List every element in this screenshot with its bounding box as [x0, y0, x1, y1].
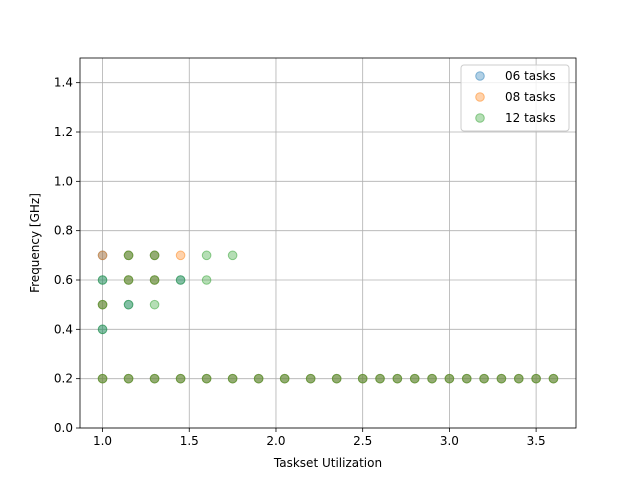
x-axis-label: Taskset Utilization	[273, 456, 382, 470]
data-point	[279, 373, 290, 384]
x-tick-label: 3.5	[527, 434, 546, 448]
data-point	[305, 373, 316, 384]
data-point	[496, 373, 507, 384]
y-tick-label: 0.6	[54, 273, 73, 287]
data-point	[201, 250, 212, 261]
data-point	[253, 373, 264, 384]
legend: 06 tasks 08 tasks 12 tasks	[460, 64, 570, 132]
data-point	[227, 250, 238, 261]
data-point	[149, 275, 160, 285]
legend-marker	[475, 92, 485, 102]
y-tick-label: 0.4	[54, 322, 73, 336]
data-point	[409, 373, 420, 384]
legend-marker	[475, 71, 485, 81]
data-point	[97, 250, 108, 261]
data-point	[149, 373, 160, 384]
y-tick-label: 0.8	[54, 224, 73, 238]
data-point	[331, 373, 342, 384]
y-axis-label: Frequency [GHz]	[28, 193, 42, 293]
legend-label: 08 tasks	[505, 90, 556, 104]
data-point	[97, 373, 108, 384]
y-tick-label: 1.0	[54, 174, 73, 188]
data-point	[123, 250, 134, 261]
x-tick-label: 3.0	[440, 434, 459, 448]
data-point	[427, 373, 437, 384]
x-tick-label: 1.5	[180, 434, 199, 448]
data-point	[97, 324, 108, 335]
data-point	[461, 373, 472, 384]
x-tick-label: 2.0	[266, 434, 285, 448]
data-point	[357, 373, 368, 384]
y-tick-label: 1.4	[54, 76, 73, 90]
data-point	[123, 299, 134, 310]
data-point	[531, 373, 541, 384]
legend-label: 06 tasks	[505, 69, 556, 83]
data-point	[149, 299, 160, 310]
data-points	[97, 250, 559, 384]
grid	[80, 58, 576, 429]
data-point	[175, 373, 186, 384]
y-tick-label: 0.2	[54, 372, 73, 386]
legend-box	[460, 64, 570, 132]
data-point	[392, 373, 403, 384]
data-point	[97, 299, 108, 310]
data-point	[444, 373, 455, 384]
legend-label: 12 tasks	[505, 111, 556, 125]
plot-frame	[79, 57, 577, 429]
y-axis-ticks: 0.0 0.2 0.4 0.6 0.8 1.0 1.2 1.4	[54, 76, 80, 435]
data-point	[175, 275, 186, 285]
x-tick-label: 2.5	[353, 434, 372, 448]
x-tick-label: 1.0	[93, 434, 112, 448]
y-tick-label: 0.0	[54, 421, 73, 435]
data-point	[123, 275, 134, 285]
series-3	[97, 250, 559, 384]
data-point	[149, 250, 160, 261]
legend-marker	[475, 113, 485, 123]
data-point	[479, 373, 489, 384]
data-point	[201, 373, 212, 384]
data-point	[97, 275, 108, 285]
y-tick-label: 1.2	[54, 125, 73, 139]
data-point	[375, 373, 385, 384]
data-point	[175, 250, 186, 261]
data-point	[123, 373, 134, 384]
data-point	[548, 373, 559, 384]
data-point	[513, 373, 524, 384]
data-point	[227, 373, 238, 384]
data-point	[201, 275, 212, 285]
x-axis-ticks: 1.0 1.5 2.0 2.5 3.0 3.5	[93, 428, 546, 448]
